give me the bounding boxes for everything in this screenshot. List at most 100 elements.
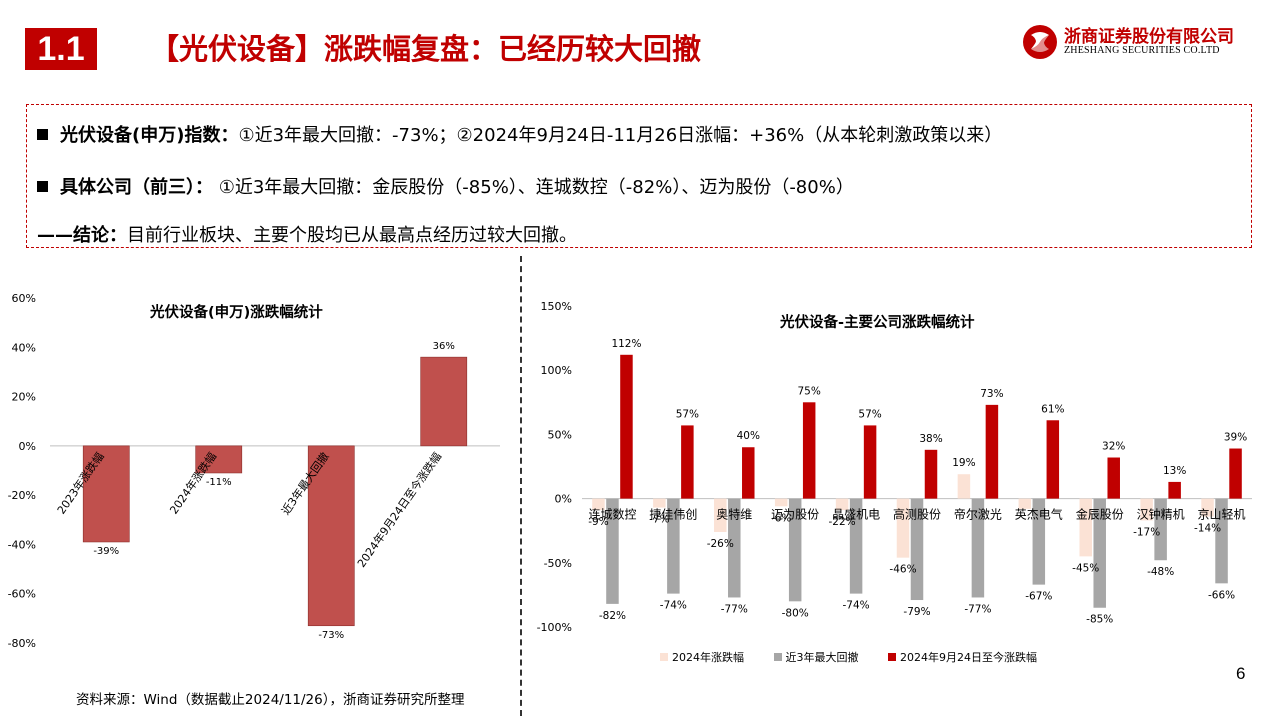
bar bbox=[307, 445, 355, 627]
data-label: -67% bbox=[1025, 591, 1052, 603]
bar bbox=[728, 498, 741, 598]
summary-line3-text: 目前行业板块、主要个股均已从最高点经历过较大回撤。 bbox=[127, 225, 577, 246]
y-tick-label: 0% bbox=[555, 493, 572, 506]
summary-line1-text: ①近3年最大回撤：-73%；②2024年9月24日-11月26日涨幅：+36%（… bbox=[238, 125, 1003, 146]
y-tick-label: -40% bbox=[8, 538, 36, 551]
summary-line2-text: ①近3年最大回撤：金辰股份（-85%）、连城数控（-82%）、迈为股份（-80%… bbox=[213, 177, 854, 198]
data-label: -48% bbox=[1147, 566, 1174, 578]
y-tick-label: -20% bbox=[8, 489, 36, 502]
bar bbox=[1229, 448, 1242, 499]
y-tick-label: 150% bbox=[541, 300, 572, 313]
data-label: -85% bbox=[1086, 614, 1113, 626]
bar bbox=[863, 425, 877, 499]
summary-line1-bold: 光伏设备(申万)指数： bbox=[60, 125, 239, 146]
company-logo: 浙商证券股份有限公司 ZHESHANG SECURITIES CO.LTD bbox=[1022, 20, 1262, 66]
bar bbox=[1154, 498, 1167, 561]
bar bbox=[592, 498, 605, 511]
x-category-label: 高测股份 bbox=[893, 507, 941, 522]
bar bbox=[653, 498, 666, 508]
legend-label-drawdown: 近3年最大回撤 bbox=[785, 651, 859, 664]
data-label: 19% bbox=[952, 457, 975, 469]
bar bbox=[1201, 498, 1214, 517]
x-category-label: 连城数控 bbox=[588, 507, 636, 522]
company-name-cn: 浙商证券股份有限公司 bbox=[1064, 27, 1234, 47]
bar bbox=[924, 449, 938, 499]
legend-swatch-drawdown bbox=[773, 653, 782, 661]
bar bbox=[742, 447, 755, 499]
data-label: -6% bbox=[771, 512, 791, 524]
legend-item-since-924: 2024年9月24日至今涨跌幅 bbox=[888, 649, 1037, 665]
y-tick-label: 50% bbox=[548, 428, 572, 441]
summary-line2-bold: 具体公司（前三）： bbox=[60, 177, 213, 198]
company-name-en: ZHESHANG SECURITIES CO.LTD bbox=[1064, 45, 1220, 56]
data-label: 112% bbox=[611, 338, 641, 350]
bar bbox=[420, 356, 468, 447]
data-label: -74% bbox=[660, 600, 687, 612]
bar bbox=[606, 498, 619, 604]
bar bbox=[774, 498, 788, 507]
bullet-square-icon bbox=[37, 181, 48, 192]
data-label: -14% bbox=[1194, 523, 1221, 535]
bar bbox=[1107, 457, 1120, 499]
left-bar-chart: 60%40%20%0%-20%-40%-60%-80%-39%2023年涨跌幅 -… bbox=[8, 292, 500, 650]
bar bbox=[681, 425, 694, 499]
data-label: 36% bbox=[433, 341, 455, 352]
data-label: 73% bbox=[980, 388, 1003, 400]
x-category-label: 英杰电气 bbox=[1015, 507, 1063, 522]
legend-label-2024: 2024年涨跌幅 bbox=[672, 651, 744, 664]
data-label: 13% bbox=[1163, 465, 1186, 477]
bar bbox=[1046, 420, 1060, 499]
data-label: -46% bbox=[889, 564, 916, 576]
data-label: 75% bbox=[798, 385, 821, 397]
x-category-label: 汉钟精机 bbox=[1137, 507, 1185, 522]
zheshang-logo-icon bbox=[1023, 25, 1057, 59]
y-tick-label: 60% bbox=[12, 292, 36, 305]
x-category-label: 晶盛机电 bbox=[832, 507, 880, 522]
data-label: -73% bbox=[318, 630, 344, 641]
y-tick-label: 0% bbox=[19, 440, 36, 453]
source-note: 资料来源：Wind（数据截止2024/11/26），浙商证券研究所整理 bbox=[76, 692, 465, 708]
data-label: 57% bbox=[858, 408, 881, 420]
x-category-label: 奥特维 bbox=[716, 507, 752, 522]
data-label: -39% bbox=[93, 546, 119, 557]
legend-swatch-2024 bbox=[660, 653, 668, 661]
bar bbox=[714, 498, 727, 532]
summary-box: 光伏设备(申万)指数：①近3年最大回撤：-73%；②2024年9月24日-11月… bbox=[26, 104, 1252, 248]
legend-item-2024: 2024年涨跌幅 bbox=[660, 649, 744, 665]
data-label: -26% bbox=[707, 538, 734, 550]
bar bbox=[1018, 498, 1032, 509]
bar bbox=[1032, 498, 1046, 585]
data-label: -82% bbox=[599, 610, 626, 622]
data-label: -66% bbox=[1208, 589, 1235, 601]
data-label: -45% bbox=[1072, 562, 1099, 574]
bar bbox=[910, 498, 924, 601]
y-tick-label: -80% bbox=[8, 637, 36, 650]
legend-item-drawdown: 近3年最大回撤 bbox=[773, 649, 859, 665]
bar bbox=[195, 445, 243, 474]
bar bbox=[1079, 498, 1092, 557]
summary-line-companies: 具体公司（前三）： ①近3年最大回撤：金辰股份（-85%）、连城数控（-82%）… bbox=[37, 173, 854, 199]
data-label: -79% bbox=[903, 606, 930, 618]
x-category-label: 2024年9月24日至今涨跌幅 bbox=[354, 450, 444, 570]
data-label: 61% bbox=[1041, 403, 1064, 415]
data-label: 57% bbox=[676, 408, 699, 420]
bar bbox=[971, 498, 985, 598]
bar bbox=[957, 474, 971, 499]
bar bbox=[667, 498, 680, 594]
y-tick-label: 100% bbox=[541, 364, 572, 377]
x-category-label: 捷佳伟创 bbox=[649, 508, 697, 522]
data-label: -77% bbox=[964, 603, 991, 615]
x-category-label: 迈为股份 bbox=[771, 508, 819, 522]
right-chart-title: 光伏设备-主要公司涨跌幅统计 bbox=[780, 315, 975, 331]
y-tick-label: 20% bbox=[12, 391, 36, 404]
y-tick-label: -60% bbox=[8, 588, 36, 601]
x-category-label: 金辰股份 bbox=[1076, 507, 1124, 522]
data-label: 32% bbox=[1102, 441, 1125, 453]
data-label: 38% bbox=[919, 433, 942, 445]
data-label: -77% bbox=[721, 603, 748, 615]
bar bbox=[802, 402, 816, 499]
bar bbox=[620, 354, 633, 499]
data-label: -7% bbox=[649, 514, 669, 526]
slide-title: 【光伏设备】涨跌幅复盘：已经历较大回撤 bbox=[150, 32, 702, 66]
left-chart-title: 光伏设备(申万)涨跌幅统计 bbox=[150, 305, 323, 321]
